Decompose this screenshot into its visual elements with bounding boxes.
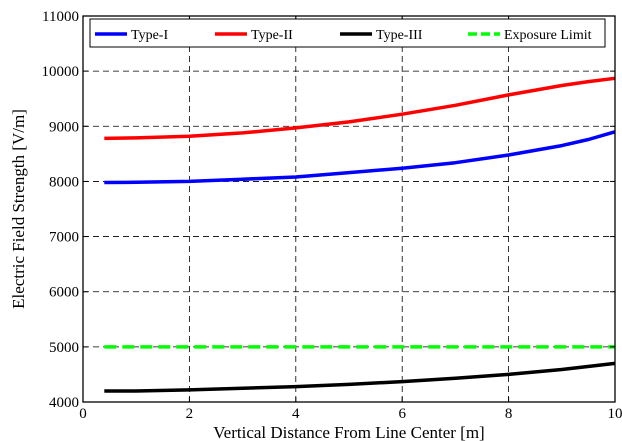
x-tick-label: 4 <box>292 406 300 422</box>
x-axis-label: Vertical Distance From Line Center [m] <box>213 423 484 441</box>
legend-label-type-iii: Type-III <box>376 28 423 43</box>
series-line-type-i <box>104 130 616 185</box>
y-tick-label: 9000 <box>49 119 79 135</box>
legend: Type-I Type-II Type-III Exposure Limit <box>89 18 606 48</box>
y-tick-label: 10000 <box>42 64 80 80</box>
x-tick-label: 6 <box>398 406 406 422</box>
plot-frame <box>82 15 616 403</box>
legend-label-type-i: Type-I <box>131 28 168 43</box>
series-line-type-iii <box>104 361 616 393</box>
x-tick-label: 2 <box>186 406 194 422</box>
series-layer <box>104 76 616 393</box>
y-tick-label: 4000 <box>49 395 79 411</box>
x-tick-label: 0 <box>79 406 87 422</box>
x-tick-label: 10 <box>608 406 622 422</box>
y-tick-label: 8000 <box>49 174 79 190</box>
y-axis-label: Electric Field Strength [V/m] <box>9 109 28 309</box>
y-tick-label: 11000 <box>42 9 79 25</box>
x-tick-label: 8 <box>505 406 513 422</box>
legend-label-type-ii: Type-II <box>251 28 293 43</box>
y-tick-label: 6000 <box>49 285 79 301</box>
tick-marks <box>82 15 616 403</box>
grid <box>83 16 615 402</box>
legend-label-exposure-limit: Exposure Limit <box>504 28 592 43</box>
y-tick-label: 5000 <box>49 340 79 356</box>
x-tick-labels: 0 2 4 6 8 10 <box>79 406 622 422</box>
y-tick-labels: 4000 5000 6000 7000 8000 9000 10000 11000 <box>42 9 80 411</box>
series-line-type-ii <box>104 76 616 141</box>
y-tick-label: 7000 <box>49 230 79 246</box>
